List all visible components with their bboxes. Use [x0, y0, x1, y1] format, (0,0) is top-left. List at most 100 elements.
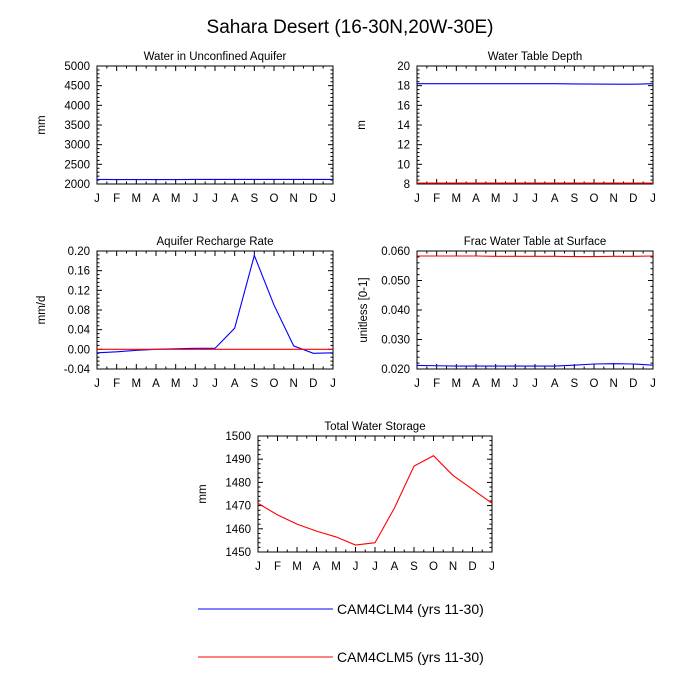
- y-tick-label: 0.020: [381, 364, 410, 376]
- legend-label: CAM4CLM5 (yrs 11-30): [337, 649, 484, 665]
- y-tick-label: 18: [397, 81, 410, 93]
- y-tick-label: 14: [397, 120, 410, 132]
- x-tick-label: D: [629, 378, 637, 390]
- y-tick-label: 1480: [225, 477, 251, 489]
- x-tick-label: J: [353, 561, 359, 573]
- y-tick-label: 12: [397, 140, 410, 152]
- y-tick-label: 5000: [64, 61, 90, 73]
- x-tick-label: A: [472, 193, 480, 205]
- y-tick-label: 8: [404, 179, 410, 191]
- x-tick-label: N: [610, 193, 618, 205]
- series-line-1: [416, 363, 654, 367]
- x-tick-label: A: [152, 378, 160, 390]
- y-tick-label: 1500: [225, 431, 251, 443]
- plot-frame: [257, 435, 493, 553]
- y-tick-label: 4000: [64, 100, 90, 112]
- x-tick-label: J: [330, 193, 336, 205]
- x-tick-label: F: [274, 561, 281, 573]
- x-tick-label: J: [414, 378, 420, 390]
- panel-title: Aquifer Recharge Rate: [157, 236, 274, 248]
- y-tick-label: 20: [397, 61, 410, 73]
- x-tick-label: J: [192, 193, 198, 205]
- x-tick-label: D: [629, 193, 637, 205]
- panel-title: Total Water Storage: [324, 421, 425, 433]
- x-tick-label: S: [250, 193, 258, 205]
- y-tick-label: 1470: [225, 501, 251, 513]
- y-tick-label: 1490: [225, 454, 251, 466]
- x-tick-label: D: [309, 193, 317, 205]
- x-tick-label: J: [650, 193, 656, 205]
- x-tick-label: J: [212, 193, 218, 205]
- x-tick-label: J: [330, 378, 336, 390]
- panel-title: Water Table Depth: [488, 51, 583, 63]
- plot-frame: [96, 250, 334, 370]
- x-tick-label: S: [250, 378, 258, 390]
- x-tick-label: M: [452, 193, 462, 205]
- x-tick-label: N: [290, 378, 298, 390]
- y-tick-label: 0.16: [68, 266, 90, 278]
- y-tick-label: 3000: [64, 140, 90, 152]
- x-tick-label: M: [171, 193, 181, 205]
- y-tick-label: 1450: [225, 547, 251, 559]
- x-tick-label: F: [433, 193, 440, 205]
- x-tick-label: J: [372, 561, 378, 573]
- y-axis-label: mm: [197, 484, 209, 503]
- x-tick-label: J: [212, 378, 218, 390]
- x-tick-label: J: [532, 193, 538, 205]
- x-tick-label: A: [391, 561, 399, 573]
- legend-entry-1: CAM4CLM4 (yrs 11-30): [198, 601, 484, 617]
- x-tick-label: J: [489, 561, 495, 573]
- x-tick-label: A: [231, 378, 239, 390]
- x-tick-label: J: [650, 378, 656, 390]
- x-tick-label: F: [113, 193, 120, 205]
- x-tick-label: M: [132, 378, 142, 390]
- x-tick-label: J: [512, 193, 518, 205]
- y-tick-label: 3500: [64, 120, 90, 132]
- x-tick-label: A: [231, 193, 239, 205]
- x-tick-label: J: [255, 561, 261, 573]
- y-tick-label: 0.08: [68, 305, 90, 317]
- y-tick-label: 0.030: [381, 335, 410, 347]
- x-tick-label: J: [512, 378, 518, 390]
- y-axis-label: m: [356, 120, 368, 130]
- series-line-1: [96, 253, 334, 354]
- y-axis-label: mm/d: [36, 296, 48, 325]
- x-tick-label: O: [429, 561, 438, 573]
- y-tick-label: 0.00: [68, 344, 90, 356]
- series-line-2: [417, 255, 654, 258]
- x-tick-label: M: [292, 561, 302, 573]
- x-tick-label: M: [331, 561, 341, 573]
- x-tick-label: M: [171, 378, 181, 390]
- x-tick-label: A: [152, 193, 160, 205]
- x-tick-label: D: [468, 561, 476, 573]
- series-line-1: [257, 455, 493, 546]
- x-tick-label: F: [433, 378, 440, 390]
- x-tick-label: S: [410, 561, 418, 573]
- x-tick-label: M: [491, 378, 501, 390]
- y-tick-label: -0.04: [64, 364, 91, 376]
- x-tick-label: N: [449, 561, 457, 573]
- x-tick-label: F: [113, 378, 120, 390]
- x-tick-label: N: [610, 378, 618, 390]
- y-tick-label: 0.20: [68, 246, 90, 258]
- y-tick-label: 0.040: [381, 305, 410, 317]
- x-tick-label: S: [570, 378, 578, 390]
- y-axis-label: unitless [0-1]: [358, 277, 370, 342]
- legend-entry-2: CAM4CLM5 (yrs 11-30): [198, 649, 484, 665]
- x-tick-label: O: [270, 378, 279, 390]
- y-tick-label: 2000: [64, 179, 90, 191]
- x-tick-label: S: [570, 193, 578, 205]
- x-tick-label: M: [491, 193, 501, 205]
- plot-frame: [96, 65, 334, 185]
- y-tick-label: 2500: [64, 159, 90, 171]
- y-tick-label: 0.04: [68, 325, 91, 337]
- y-tick-label: 0.060: [381, 246, 410, 258]
- x-tick-label: M: [132, 193, 142, 205]
- x-tick-label: J: [94, 378, 100, 390]
- x-tick-label: O: [590, 193, 599, 205]
- x-tick-label: O: [270, 193, 279, 205]
